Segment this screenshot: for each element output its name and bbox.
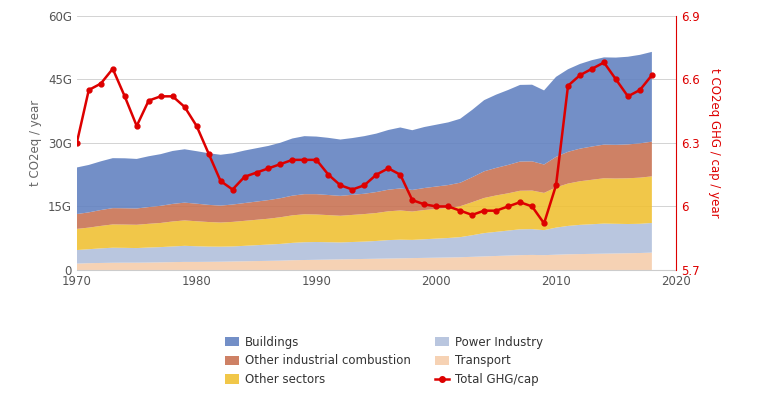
Y-axis label: t CO2eq / year: t CO2eq / year [29,100,42,186]
Legend: Buildings, Other industrial combustion, Other sectors, Power Industry, Transport: Buildings, Other industrial combustion, … [220,331,548,391]
Y-axis label: t CO2eq GHG / cap / year: t CO2eq GHG / cap / year [708,68,721,218]
